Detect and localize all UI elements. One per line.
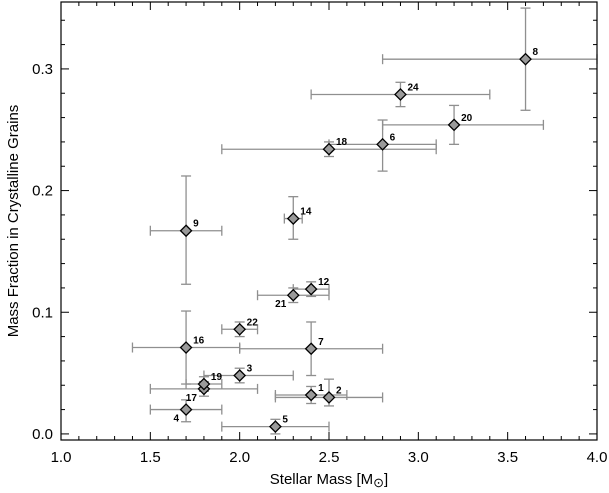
point-label-12: 12 [318, 277, 330, 288]
x-axis-label-main: Stellar Mass [M [270, 471, 373, 488]
error-bars [131, 7, 598, 435]
point-label-4: 4 [174, 414, 180, 425]
x-axis-label: Stellar Mass [M⊙] [270, 471, 388, 490]
data-point-24 [394, 88, 407, 101]
data-point-20 [447, 118, 461, 132]
data-point-7 [304, 342, 318, 356]
point-label-18: 18 [336, 137, 348, 148]
data-point-12 [304, 282, 318, 296]
y-tick-label: 0.2 [32, 183, 53, 200]
point-label-1: 1 [318, 383, 324, 394]
data-point-5 [268, 420, 282, 434]
point-label-24: 24 [407, 82, 419, 93]
data-point-18 [322, 142, 336, 156]
error-bar-20 [381, 104, 545, 146]
x-tick-label: 3.5 [497, 449, 518, 466]
data-point-21 [286, 288, 300, 302]
x-tick-label: 4.0 [587, 449, 608, 466]
point-label-5: 5 [282, 415, 288, 426]
data-point-9 [179, 224, 193, 238]
data-point-19 [197, 377, 211, 391]
x-axis-label-close: ] [384, 471, 388, 488]
x-tick-label: 2.0 [229, 449, 250, 466]
point-label-20: 20 [461, 113, 473, 124]
axis-ticks: 1.0 1.5 2.0 2.5 3.0 3.5 4.0 0.0 0.1 0.2 0.3 [32, 2, 607, 466]
data-point-6 [376, 137, 390, 151]
data-point-14 [286, 212, 300, 225]
data-point-2 [322, 390, 336, 404]
point-label-7: 7 [318, 337, 324, 348]
plot-frame [60, 1, 598, 441]
point-label-2: 2 [336, 385, 342, 396]
point-label-22: 22 [247, 317, 259, 328]
y-tick-label: 0.0 [32, 426, 53, 443]
data-point-1 [304, 388, 318, 402]
point-label-14: 14 [300, 207, 312, 218]
y-axis-label: Mass Fraction in Crystalline Grains [5, 105, 22, 338]
point-label-8: 8 [533, 47, 539, 58]
point-label-6: 6 [390, 132, 396, 143]
point-label-17: 17 [186, 393, 198, 404]
data-markers [179, 52, 532, 434]
point-label-9: 9 [193, 219, 199, 230]
x-tick-label: 1.0 [51, 449, 72, 466]
point-label-21: 21 [275, 299, 287, 310]
data-point-4 [179, 403, 193, 417]
data-point-8 [519, 52, 532, 66]
x-tick-label: 3.0 [408, 449, 429, 466]
y-tick-label: 0.1 [32, 304, 53, 321]
point-label-19: 19 [211, 372, 223, 383]
plot-frame-rect [60, 1, 598, 441]
y-tick-label: 0.3 [32, 61, 53, 78]
x-axis-label-sun-symbol: ⊙ [373, 475, 384, 490]
data-point-16 [179, 341, 193, 354]
x-tick-label: 2.5 [319, 449, 340, 466]
data-point-3 [233, 369, 247, 382]
data-point-22 [233, 322, 247, 336]
point-label-3: 3 [247, 364, 253, 375]
x-tick-label: 1.5 [140, 449, 161, 466]
point-label-16: 16 [193, 336, 205, 347]
